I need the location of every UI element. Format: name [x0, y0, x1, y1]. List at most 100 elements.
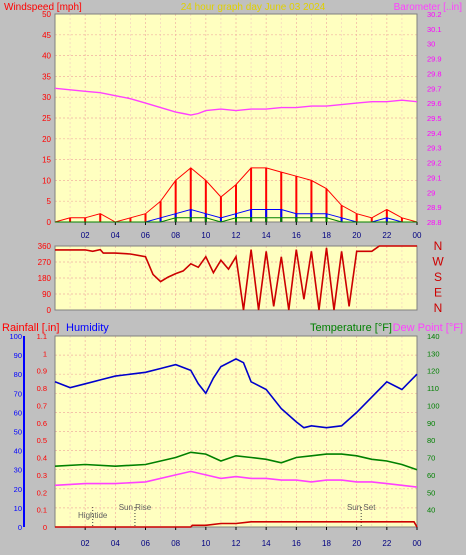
y-tick-label-rainfall: 0.1 [37, 506, 47, 515]
y-tick-label-temperature: 80 [427, 436, 435, 445]
y-tick-label-direction: 270 [38, 258, 52, 267]
y-tick-label-rainfall: 0.9 [37, 367, 47, 376]
y-tick-label-windspeed: 30 [42, 93, 51, 102]
x-tick-label: 06 [141, 539, 150, 548]
y-tick-label-direction: 360 [38, 242, 52, 251]
y-tick-label-windspeed: 0 [47, 218, 52, 227]
y-tick-label-rainfall: 0 [43, 523, 47, 532]
y-tick-label-temperature: 90 [427, 419, 435, 428]
x-tick-label: 00 [413, 539, 422, 548]
temperature-axis-label: Temperature [°F] [310, 322, 392, 334]
x-tick-label: 02 [81, 539, 90, 548]
x-tick-label: 16 [292, 539, 301, 548]
y-tick-label-humidity: 70 [14, 389, 22, 398]
humidity-axis-label: Humidity [66, 322, 109, 334]
y-tick-label-humidity: 90 [14, 351, 22, 360]
y-tick-label-temperature: 120 [427, 367, 440, 376]
compass-label: W [432, 255, 444, 269]
x-tick-label: 08 [171, 231, 180, 240]
annotation-label: Sun Rise [119, 503, 152, 512]
y-tick-label-humidity: 20 [14, 485, 22, 494]
y-tick-label-barometer: 29.6 [427, 99, 442, 108]
y-tick-label-humidity: 80 [14, 370, 22, 379]
x-tick-label: 04 [111, 539, 120, 548]
chart-title: 24 hour graph day June 03 2024 [181, 2, 326, 13]
y-tick-label-temperature: 140 [427, 332, 440, 341]
y-tick-label-barometer: 30.2 [427, 10, 442, 19]
y-tick-label-windspeed: 5 [47, 197, 52, 206]
x-tick-label: 00 [413, 231, 422, 240]
y-tick-label-temperature: 60 [427, 471, 435, 480]
x-tick-label: 14 [262, 539, 271, 548]
y-tick-label-rainfall: 0.3 [37, 471, 47, 480]
y-tick-label-barometer: 29.8 [427, 69, 442, 78]
x-tick-label: 18 [322, 539, 331, 548]
y-tick-label-humidity: 30 [14, 466, 22, 475]
dewpoint-axis-label: Dew Point [°F] [393, 322, 463, 334]
y-tick-label-windspeed: 15 [42, 156, 51, 165]
x-tick-label: 22 [382, 539, 391, 548]
y-tick-label-barometer: 28.8 [427, 218, 442, 227]
y-tick-label-windspeed: 35 [42, 72, 51, 81]
dewpoint-line [54, 470, 418, 488]
y-tick-label-rainfall: 1.1 [37, 332, 47, 341]
y-tick-label-windspeed: 45 [42, 31, 51, 40]
compass-label: N [434, 301, 443, 315]
x-tick-label: 18 [322, 231, 331, 240]
temperature-humidity-panel: 010203040506070809010000.10.20.30.40.50.… [9, 332, 439, 548]
x-tick-label: 22 [382, 231, 391, 240]
x-tick-label: 08 [171, 539, 180, 548]
x-tick-label: 14 [262, 231, 271, 240]
wind-line [55, 217, 417, 223]
y-tick-label-barometer: 29.5 [427, 114, 442, 123]
windspeed-axis-label: Windspeed [mph] [4, 2, 82, 13]
annotation-label: Sun Set [347, 503, 376, 512]
rainfall-line [55, 520, 418, 528]
x-tick-label: 20 [352, 539, 361, 548]
x-tick-label: 02 [81, 231, 90, 240]
y-tick-label-humidity: 50 [14, 428, 22, 437]
y-tick-label-barometer: 29.9 [427, 55, 442, 64]
y-tick-label-barometer: 29.1 [427, 173, 442, 182]
wind-direction-line [55, 245, 417, 311]
barometer-line [54, 87, 418, 116]
y-tick-label-rainfall: 0.4 [37, 454, 47, 463]
y-tick-label-rainfall: 0.2 [37, 488, 47, 497]
y-tick-label-barometer: 29.2 [427, 159, 442, 168]
x-tick-label: 16 [292, 231, 301, 240]
y-tick-label-rainfall: 0.7 [37, 401, 47, 410]
y-tick-label-rainfall: 0.8 [37, 384, 47, 393]
y-tick-label-humidity: 10 [14, 504, 22, 513]
y-tick-label-barometer: 29.7 [427, 84, 442, 93]
humidity-line [54, 358, 418, 429]
y-tick-label-temperature: 130 [427, 349, 440, 358]
y-tick-label-temperature: 110 [427, 384, 439, 393]
y-tick-label-barometer: 29 [427, 188, 435, 197]
y-tick-label-windspeed: 25 [42, 114, 51, 123]
y-tick-label-barometer: 30 [427, 40, 435, 49]
annotation-label: Hightide [78, 511, 108, 520]
y-tick-label-temperature: 70 [427, 454, 435, 463]
x-tick-label: 10 [201, 231, 210, 240]
y-tick-label-barometer: 28.9 [427, 203, 442, 212]
temperature-line [54, 451, 418, 471]
y-tick-label-windspeed: 20 [42, 135, 51, 144]
y-tick-label-humidity: 40 [14, 447, 22, 456]
rainfall-axis-label: Rainfall [.in] [2, 322, 59, 334]
wind-barometer-panel: 0 5 10 15 20 25 30 35 40 45 50 28.8 28.9 29 29.1 29.2 29… [42, 10, 442, 240]
y-tick-label-barometer: 29.3 [427, 144, 442, 153]
x-tick-label: 12 [232, 539, 241, 548]
y-tick-label-direction: 0 [47, 306, 52, 315]
y-tick-label-humidity: 60 [14, 408, 22, 417]
x-tick-label: 06 [141, 231, 150, 240]
y-tick-label-humidity: 100 [9, 332, 22, 341]
y-tick-label-rainfall: 0.6 [37, 419, 47, 428]
x-tick-label: 10 [201, 539, 210, 548]
y-tick-label-windspeed: 40 [42, 52, 51, 61]
y-tick-label-direction: 180 [38, 274, 52, 283]
y-tick-label-direction: 90 [42, 290, 51, 299]
x-tick-label: 20 [352, 231, 361, 240]
y-tick-label-windspeed: 50 [42, 10, 51, 19]
plot-border [54, 245, 418, 311]
